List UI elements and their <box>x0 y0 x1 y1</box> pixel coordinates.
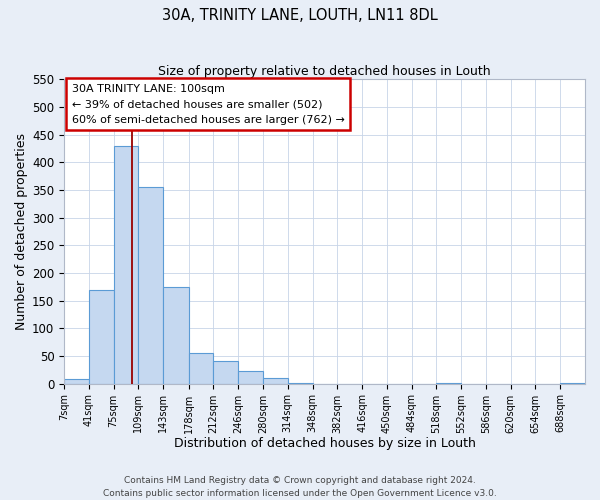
Y-axis label: Number of detached properties: Number of detached properties <box>15 133 28 330</box>
Text: Contains HM Land Registry data © Crown copyright and database right 2024.
Contai: Contains HM Land Registry data © Crown c… <box>103 476 497 498</box>
X-axis label: Distribution of detached houses by size in Louth: Distribution of detached houses by size … <box>173 437 476 450</box>
Bar <box>64 379 89 384</box>
Text: 30A, TRINITY LANE, LOUTH, LN11 8DL: 30A, TRINITY LANE, LOUTH, LN11 8DL <box>162 8 438 22</box>
Bar <box>263 378 288 384</box>
Bar <box>436 383 461 384</box>
Bar <box>139 187 163 384</box>
Bar <box>163 286 189 384</box>
Bar <box>113 146 139 384</box>
Bar <box>214 362 238 384</box>
Title: Size of property relative to detached houses in Louth: Size of property relative to detached ho… <box>158 65 491 78</box>
Bar <box>560 383 585 384</box>
Bar <box>89 290 113 384</box>
Bar <box>288 382 313 384</box>
Bar <box>189 353 214 384</box>
Text: 30A TRINITY LANE: 100sqm
← 39% of detached houses are smaller (502)
60% of semi-: 30A TRINITY LANE: 100sqm ← 39% of detach… <box>72 84 345 125</box>
Bar <box>238 372 263 384</box>
